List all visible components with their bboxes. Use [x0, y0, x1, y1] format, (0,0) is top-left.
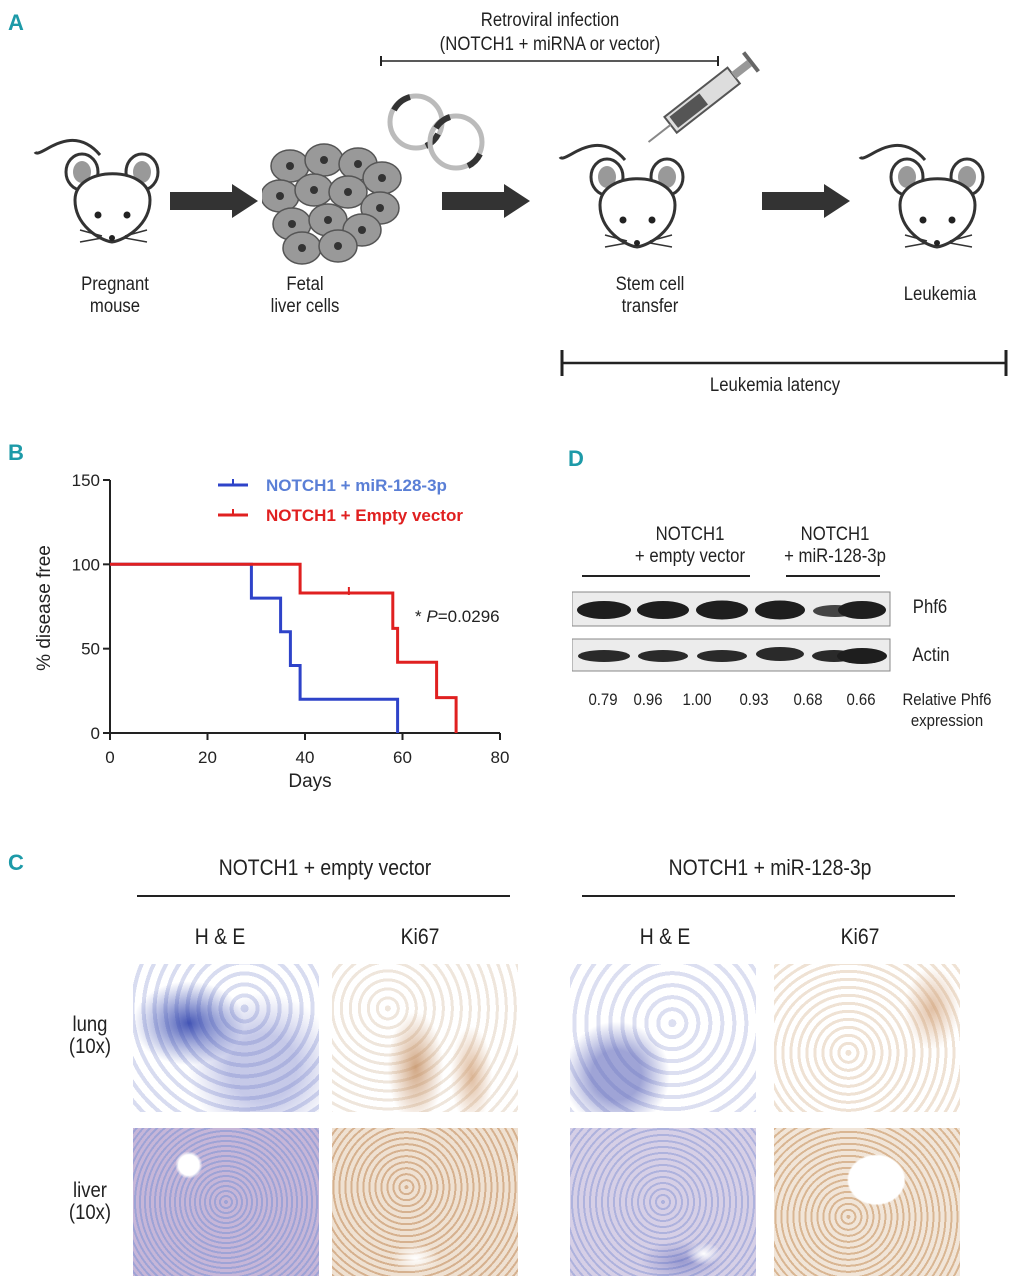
plasmid-icon	[387, 93, 485, 171]
lung-ki67-mir128-image	[774, 964, 960, 1112]
group-line-mir128	[582, 895, 955, 897]
group-header-empty-vector: NOTCH1 + empty vector	[218, 855, 432, 880]
step-label-stem-2: transfer	[621, 296, 679, 317]
blot-group1-line2: + empty vector	[634, 546, 746, 567]
actin-blot-lane6	[837, 648, 887, 664]
stain-label-ki67-1: Ki67	[400, 924, 440, 949]
phf6-value-6: 0.66	[846, 690, 876, 709]
x-tick-label: 80	[491, 748, 510, 767]
liver-ki67-mir128-image	[774, 1128, 960, 1276]
lung-ki67-empty-image	[332, 964, 518, 1112]
phf6-value-2: 0.96	[633, 690, 663, 709]
blot-group2-line2: + miR-128-3p	[784, 546, 886, 567]
group-line-empty-vector	[137, 895, 510, 897]
liver-ki67-empty-image	[332, 1128, 518, 1276]
relative-phf6-label-2: expression	[910, 711, 984, 730]
blot-group1-line1: NOTCH1	[655, 524, 725, 545]
step-label-fetal-1: Fetal	[286, 274, 324, 295]
blot-group2-line	[786, 575, 880, 577]
y-tick-label: 100	[72, 555, 100, 574]
recipient-mouse-icon	[558, 144, 685, 249]
phf6-value-5: 0.68	[793, 690, 823, 709]
x-axis-label: Days	[288, 771, 331, 792]
step-label-pregnant-2: mouse	[89, 296, 141, 317]
panel-letter-c: C	[8, 850, 24, 875]
arrow-right-icon	[170, 184, 258, 218]
step-label-leukemia: Leukemia	[903, 284, 977, 305]
phf6-value-4: 0.93	[739, 690, 769, 709]
retroviral-header-line1: Retroviral infection	[480, 10, 620, 31]
phf6-value-3: 1.00	[682, 690, 712, 709]
relative-phf6-label-1: Relative Phf6	[902, 690, 992, 709]
stain-label-he-1: H & E	[194, 924, 246, 949]
survival-chart: 0 50 100 150 0 20 40 60 80 NOTCH1 + miR-128-3p NO…	[34, 471, 510, 792]
blot-label-actin: Actin	[912, 645, 950, 666]
row-label-lung-mag: (10x)	[68, 1035, 112, 1058]
fetal-liver-cells-icon	[262, 143, 402, 265]
panel-letter-a: A	[8, 10, 24, 35]
row-label-liver: liver	[73, 1179, 107, 1202]
group-header-mir128: NOTCH1 + miR-128-3p	[668, 855, 872, 880]
liver-he-empty-image	[133, 1128, 319, 1276]
y-tick-label: 150	[72, 471, 100, 490]
arrow-right-icon	[762, 184, 850, 218]
arrow-right-icon	[442, 184, 530, 218]
step-label-fetal-2: liver cells	[270, 296, 340, 317]
blot-label-phf6: Phf6	[912, 597, 948, 618]
syringe-icon	[647, 51, 760, 143]
survival-curve-2	[110, 562, 458, 733]
p-value-annotation: * P=0.0296	[415, 607, 500, 626]
legend-label-2: NOTCH1 + Empty vector	[266, 506, 463, 525]
actin-blot	[572, 638, 891, 672]
latency-label: Leukemia latency	[709, 375, 841, 396]
liver-he-mir128-image	[570, 1128, 756, 1276]
step-label-pregnant-1: Pregnant	[81, 274, 149, 295]
pregnant-mouse-icon	[33, 139, 160, 244]
phf6-blot-lane6	[838, 601, 886, 619]
leukemic-mouse-icon	[858, 144, 985, 249]
blot-group2-line1: NOTCH1	[800, 524, 870, 545]
blot-group1-line	[582, 575, 750, 577]
latency-bracket	[560, 350, 1008, 376]
panel-letter-b: B	[8, 440, 24, 465]
y-tick-label: 50	[81, 640, 100, 659]
x-tick-label: 0	[105, 748, 114, 767]
stain-label-ki67-2: Ki67	[840, 924, 880, 949]
retroviral-bracket	[380, 56, 719, 66]
lung-he-empty-image	[133, 964, 319, 1112]
y-axis-label: % disease free	[34, 545, 55, 671]
phf6-value-1: 0.79	[588, 690, 618, 709]
panel-letter-d: D	[568, 446, 584, 471]
row-label-liver-mag: (10x)	[68, 1201, 112, 1224]
lung-he-mir128-image	[570, 964, 756, 1112]
survival-curve-1	[110, 562, 400, 733]
x-tick-label: 20	[198, 748, 217, 767]
x-tick-label: 40	[296, 748, 315, 767]
y-tick-label: 0	[91, 724, 100, 743]
stain-label-he-2: H & E	[639, 924, 691, 949]
step-label-stem-1: Stem cell	[615, 274, 685, 295]
legend-label-1: NOTCH1 + miR-128-3p	[266, 476, 447, 495]
retroviral-header-line2: (NOTCH1 + miRNA or vector)	[439, 34, 661, 55]
x-tick-label: 60	[393, 748, 412, 767]
row-label-lung: lung	[72, 1013, 108, 1036]
